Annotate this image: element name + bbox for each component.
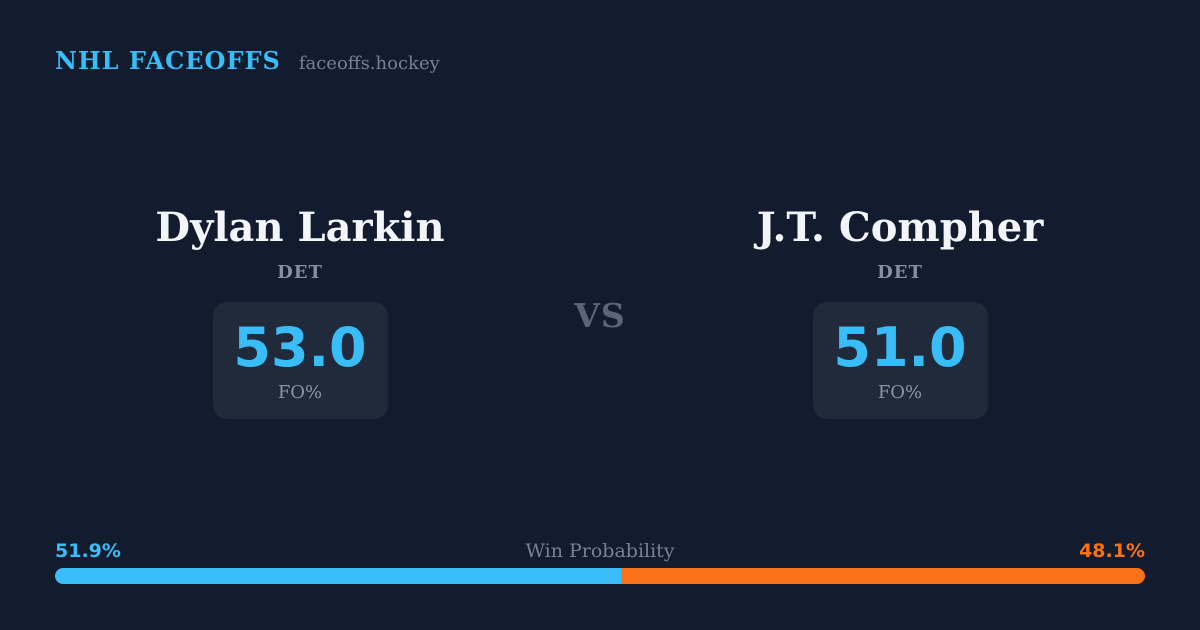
brand-logo-text: NHL FACEOFFS [55,46,281,75]
site-url-text: faceoffs.hockey [298,53,440,74]
probability-bar-left-segment [55,568,621,584]
probability-bar-right-segment [620,568,1145,584]
player-team: DET [877,262,923,283]
win-probability-labels: 51.9% Win Probability 48.1% [55,540,1145,562]
stat-label: FO% [277,381,323,403]
stat-value: 51.0 [833,315,967,379]
player-card-left: Dylan Larkin DET 53.0 FO% [50,204,550,419]
win-probability-title: Win Probability [525,540,675,562]
header: NHL FACEOFFS faceoffs.hockey [55,46,440,75]
stat-value: 53.0 [233,315,367,379]
probability-bar [55,568,1145,584]
player-card-right: J.T. Compher DET 51.0 FO% [650,204,1150,419]
left-probability-value: 51.9% [55,540,121,562]
stat-box: 53.0 FO% [212,302,388,419]
right-probability-value: 48.1% [1079,540,1145,562]
vs-label: VS [574,296,626,335]
player-name: Dylan Larkin [155,204,445,251]
stat-label: FO% [877,381,923,403]
stat-box: 51.0 FO% [812,302,988,419]
player-team: DET [277,262,323,283]
player-name: J.T. Compher [756,204,1044,251]
